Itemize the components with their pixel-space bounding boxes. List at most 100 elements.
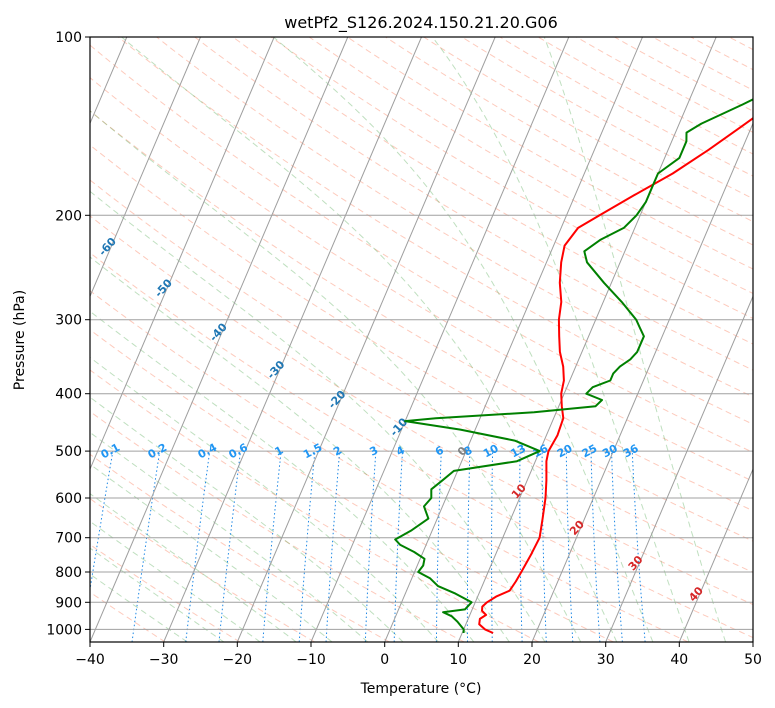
y-tick-label: 300 bbox=[55, 313, 82, 329]
x-axis-ticks: −40 −30 −20 −10 0 10 20 30 40 50 bbox=[75, 642, 762, 668]
isotherm-label: -10 bbox=[387, 415, 410, 439]
y-tick-label: 800 bbox=[55, 565, 82, 581]
dry-adiabat-line bbox=[690, 37, 753, 71]
moist-adiabat-line bbox=[90, 396, 404, 642]
mixing-ratio-line bbox=[364, 451, 377, 642]
y-tick-label: 200 bbox=[55, 208, 82, 224]
dry-adiabat-line bbox=[270, 37, 753, 320]
x-tick-label: 20 bbox=[523, 652, 541, 668]
mixing-ratio-line bbox=[631, 451, 646, 642]
isotherm-line bbox=[678, 467, 753, 642]
mixing-ratio-line bbox=[611, 451, 623, 642]
mixing-ratio-label: 13 bbox=[508, 442, 528, 461]
mixing-ratio-line bbox=[466, 451, 471, 642]
moist-adiabat-line bbox=[431, 37, 690, 642]
dry-adiabat-line bbox=[90, 44, 753, 453]
moist-adiabat-line bbox=[90, 520, 261, 642]
dry-adiabat-line bbox=[156, 37, 753, 398]
dry-adiabat-line bbox=[194, 37, 753, 371]
mixing-ratio-line bbox=[393, 451, 403, 642]
mixing-ratio-label: 20 bbox=[555, 442, 575, 461]
mixing-ratio-line bbox=[90, 451, 114, 593]
dry-adiabat-line bbox=[308, 37, 753, 295]
moist-adiabat-line bbox=[90, 463, 333, 642]
isotherm-line bbox=[310, 37, 570, 642]
isotherm-line bbox=[236, 37, 496, 642]
isotherm-line bbox=[605, 295, 753, 642]
dry-adiabat-line bbox=[90, 144, 753, 542]
mixing-ratio-label: 36 bbox=[621, 442, 641, 461]
mixing-ratio-line bbox=[491, 451, 494, 642]
x-tick-label: −40 bbox=[75, 652, 105, 668]
dry-adiabat-line bbox=[90, 179, 753, 573]
dry-adiabat-line bbox=[461, 37, 753, 200]
moist-adiabat-line bbox=[90, 310, 475, 642]
y-tick-label: 400 bbox=[55, 387, 82, 403]
dry-adiabat-line bbox=[767, 37, 775, 642]
mixing-ratio-line bbox=[519, 451, 523, 642]
dry-adiabat-line bbox=[90, 453, 390, 642]
moist-adiabat-line bbox=[90, 547, 225, 642]
dry-adiabat-line bbox=[90, 110, 753, 512]
y-tick-label: 1000 bbox=[46, 622, 82, 638]
mixing-ratio-label: 10 bbox=[481, 442, 501, 461]
isotherm-label: -50 bbox=[152, 276, 175, 300]
isotherm-line bbox=[90, 37, 201, 298]
y-tick-label: 700 bbox=[55, 531, 82, 547]
x-tick-label: 10 bbox=[449, 652, 467, 668]
isotherm-line bbox=[752, 640, 753, 642]
dry-adiabat-line bbox=[90, 369, 540, 642]
mixing-ratio-line bbox=[298, 451, 316, 642]
isotherm-line bbox=[90, 37, 349, 642]
y-tick-label: 500 bbox=[55, 444, 82, 460]
mixing-ratio-line bbox=[218, 451, 241, 642]
isotherm-line bbox=[457, 37, 717, 642]
moist-adiabat-line bbox=[90, 573, 188, 642]
dewpoint-line bbox=[394, 98, 753, 634]
x-tick-label: 0 bbox=[380, 652, 389, 668]
dry-adiabat-line bbox=[385, 37, 753, 246]
mixing-ratio-line bbox=[325, 451, 341, 642]
isotherm-line bbox=[90, 37, 275, 471]
mixing-ratio-label: 30 bbox=[600, 442, 620, 461]
mixing-ratio-line bbox=[185, 451, 211, 642]
moist-adiabat-line bbox=[90, 356, 439, 642]
moist-adiabat-line bbox=[90, 110, 582, 642]
chart-title: wetPf2_S126.2024.150.21.20.G06 bbox=[284, 13, 558, 33]
y-axis-ticks: 1000 900 800 700 600 500 400 300 200 100 bbox=[46, 30, 90, 638]
dry-adiabat-line bbox=[90, 252, 753, 639]
mixing-ratio-label: 1.5 bbox=[301, 441, 324, 462]
dry-adiabat-line bbox=[652, 37, 753, 91]
dry-adiabat-line bbox=[90, 77, 753, 482]
isotherm-line bbox=[531, 122, 753, 642]
profile-series bbox=[394, 98, 753, 634]
grid-lines bbox=[90, 37, 753, 642]
moist-adiabat-line bbox=[121, 37, 618, 642]
mixing-ratio-line bbox=[590, 451, 601, 642]
dry-adiabat-line bbox=[576, 37, 753, 133]
mixing-ratio-line bbox=[565, 451, 574, 642]
isotherm-line bbox=[163, 37, 422, 642]
y-tick-label: 100 bbox=[55, 30, 82, 46]
x-tick-label: 40 bbox=[670, 652, 688, 668]
moist-adiabat-line bbox=[90, 190, 546, 642]
mixing-ratio-label: 25 bbox=[580, 442, 600, 461]
mixing-ratio-label: 0.1 bbox=[99, 441, 122, 462]
y-tick-label: 900 bbox=[55, 595, 82, 611]
temperature-line bbox=[478, 117, 753, 634]
dry-adiabat-line bbox=[90, 498, 315, 642]
background-line-labels: 0.10.20.40.611.52346810131620253036-100-… bbox=[96, 235, 706, 605]
mixing-ratio-label: 0.6 bbox=[227, 441, 251, 462]
isotherm-line bbox=[384, 37, 643, 642]
x-tick-label: −20 bbox=[223, 652, 253, 668]
dry-adiabat-line bbox=[90, 543, 241, 642]
dry-adiabat-line bbox=[90, 329, 614, 642]
x-tick-label: 30 bbox=[597, 652, 615, 668]
x-tick-label: 50 bbox=[744, 652, 762, 668]
moist-adiabat-line bbox=[273, 37, 654, 642]
background-lines bbox=[90, 37, 775, 642]
mixing-ratio-label: 0.4 bbox=[196, 441, 220, 462]
x-tick-label: −10 bbox=[296, 652, 326, 668]
moist-adiabat-line bbox=[90, 256, 510, 642]
